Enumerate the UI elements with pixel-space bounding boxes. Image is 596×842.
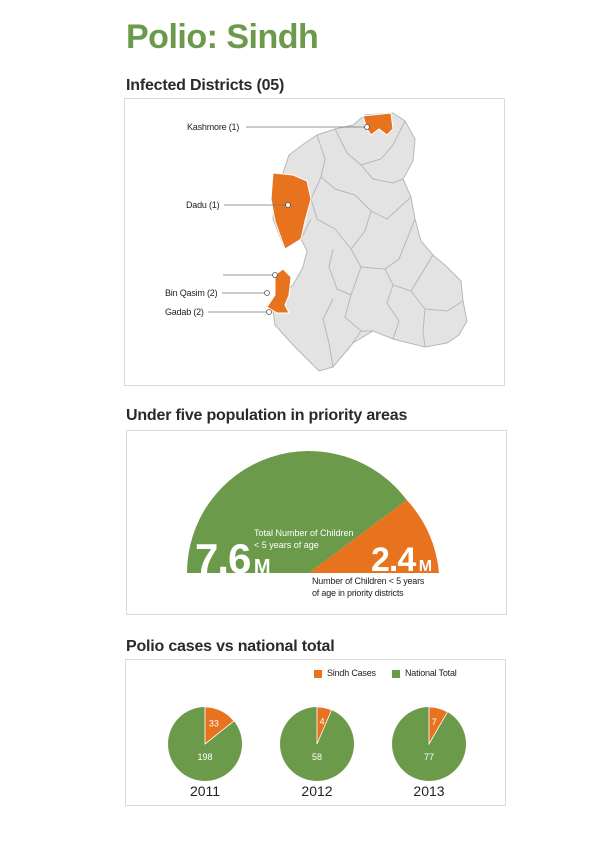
pie-national-label-2013: 77	[424, 752, 434, 762]
cases-heading: Polio cases vs national total	[126, 638, 335, 656]
orange-annotation-line2: of age in priority districts	[312, 588, 403, 598]
karachi-marker	[273, 273, 278, 278]
pie-year-label-2013: 2013	[413, 783, 444, 799]
green-unit: M	[254, 556, 270, 578]
map-heading: Infected Districts (05)	[126, 77, 284, 95]
kashmore-marker	[365, 125, 370, 130]
sindh-map	[125, 99, 506, 387]
orange-value: 2.4	[371, 541, 415, 579]
pie-sindh-label-2011: 33	[209, 718, 219, 728]
orange-annotation-line1: Number of Children < 5 years	[312, 576, 424, 586]
map-label-dadu: Dadu (1)	[186, 200, 219, 210]
map-label-gadab: Gadab (2)	[165, 307, 204, 317]
population-heading: Under five population in priority areas	[126, 407, 407, 425]
page-title: Polio: Sindh	[126, 18, 318, 57]
pie-national-label-2011: 198	[197, 752, 212, 762]
map-label-bin-qasim: Bin Qasim (2)	[165, 288, 217, 298]
green-value: 7.6	[195, 535, 250, 582]
orange-unit: M	[419, 558, 431, 575]
pie-sindh-label-2013: 7	[432, 717, 437, 727]
pie-sindh-label-2012: 4	[320, 717, 325, 727]
pie-year-label-2012: 2012	[301, 783, 332, 799]
pie-year-label-2011: 2011	[190, 783, 220, 799]
cases-panel: Sindh Cases National Total 33 198 2011 4 58 2…	[125, 659, 506, 806]
dadu-marker	[286, 203, 291, 208]
population-panel: Total Number of Children < 5 years of ag…	[126, 430, 507, 615]
bin-qasim-marker	[265, 291, 270, 296]
map-label-kashmore: Kashmore (1)	[187, 122, 239, 132]
orange-value-label: 2.4 M	[371, 541, 431, 580]
pie-national-label-2012: 58	[312, 752, 322, 762]
green-value-label: 7.6 M	[195, 535, 270, 583]
map-panel: Kashmore (1) Dadu (1) Bin Qasim (2) Gada…	[124, 98, 505, 386]
sindh-province-shape	[273, 113, 467, 371]
gadab-marker	[267, 310, 272, 315]
